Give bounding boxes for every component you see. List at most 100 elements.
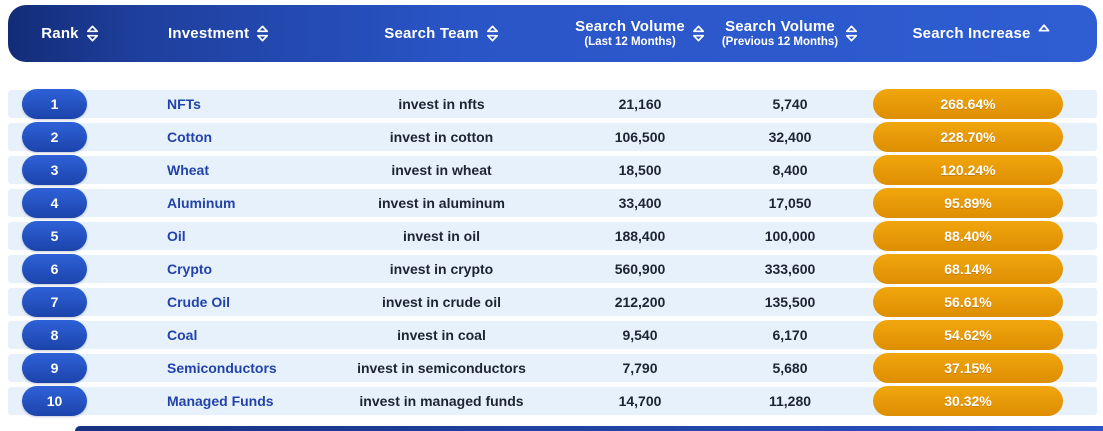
investment-name: Oil — [167, 228, 186, 244]
table-row: 9 Semiconductors invest in semiconductors 7… — [8, 353, 1097, 383]
column-label-search-team: Search Team — [384, 25, 479, 42]
investment-name: Semiconductors — [167, 360, 277, 376]
table-row: 1 NFTs invest in nfts 21,160 5,740 268.64% — [8, 89, 1097, 119]
search-volume-previous-12-months: 8,400 — [772, 162, 808, 178]
search-volume-last-12-months: 560,900 — [614, 261, 666, 277]
search-volume-previous-12-months: 5,680 — [772, 360, 808, 376]
increase-cell: 54.62% — [865, 320, 1097, 350]
investment-name: Cotton — [167, 129, 213, 145]
column-header-investment[interactable]: Investment — [118, 25, 318, 42]
rank-badge: 1 — [22, 89, 87, 119]
increase-badge: 68.14% — [873, 254, 1063, 284]
increase-cell: 88.40% — [865, 221, 1097, 251]
increase-badge: 95.89% — [873, 188, 1063, 218]
search-volume-last-12-months: 14,700 — [618, 393, 662, 409]
search-volume-last-12-months: 106,500 — [614, 129, 666, 145]
column-label-volume-last: Search Volume — [575, 18, 685, 36]
search-volume-previous-12-months: 32,400 — [768, 129, 812, 145]
investment-name: Crypto — [167, 261, 213, 277]
column-header-volume-previous-12-months[interactable]: Search Volume (Previous 12 Months) — [715, 18, 865, 48]
rank-badge: 10 — [22, 386, 87, 416]
search-volume-last-12-months: 7,790 — [622, 360, 658, 376]
table-body: 1 NFTs invest in nfts 21,160 5,740 268.64% 2 Co… — [8, 89, 1097, 416]
rank-cell: 1 — [8, 89, 118, 119]
column-label-volume-previous: Search Volume — [725, 18, 835, 36]
increase-cell: 30.32% — [865, 386, 1097, 416]
rank-cell: 4 — [8, 188, 118, 218]
table-row: 8 Coal invest in coal 9,540 6,170 54.62% — [8, 320, 1097, 350]
increase-cell: 56.61% — [865, 287, 1097, 317]
rank-badge: 5 — [22, 221, 87, 251]
column-header-search-increase[interactable]: Search Increase — [865, 23, 1097, 44]
search-volume-last-12-months: 188,400 — [614, 228, 666, 244]
increase-badge: 228.70% — [873, 122, 1063, 152]
rank-cell: 2 — [8, 122, 118, 152]
investment-name: NFTs — [167, 96, 201, 112]
rank-badge: 8 — [22, 320, 87, 350]
increase-badge: 88.40% — [873, 221, 1063, 251]
table-row: 7 Crude Oil invest in crude oil 212,200 135,… — [8, 287, 1097, 317]
table-row: 3 Wheat invest in wheat 18,500 8,400 120.24% — [8, 155, 1097, 185]
search-volume-previous-12-months: 17,050 — [768, 195, 812, 211]
search-volume-last-12-months: 9,540 — [622, 327, 658, 343]
column-header-rank[interactable]: Rank — [8, 25, 118, 42]
column-label-stack: Search Volume (Previous 12 Months) — [722, 18, 838, 48]
rank-cell: 7 — [8, 287, 118, 317]
rank-cell: 3 — [8, 155, 118, 185]
search-term: invest in nfts — [398, 96, 485, 112]
search-term: invest in managed funds — [359, 393, 524, 409]
sort-both-icon[interactable] — [256, 25, 269, 42]
search-volume-previous-12-months: 135,500 — [764, 294, 816, 310]
search-volume-last-12-months: 21,160 — [618, 96, 662, 112]
rank-badge: 3 — [22, 155, 87, 185]
column-sublabel-volume-previous: (Previous 12 Months) — [721, 35, 839, 48]
investment-name: Managed Funds — [167, 393, 274, 409]
column-sublabel-volume-last: (Last 12 Months) — [584, 35, 676, 48]
increase-cell: 37.15% — [865, 353, 1097, 383]
table-row: 4 Aluminum invest in aluminum 33,400 17,050 9… — [8, 188, 1097, 218]
column-label-investment: Investment — [168, 25, 250, 42]
search-term: invest in semiconductors — [357, 360, 526, 376]
sort-both-icon[interactable] — [845, 25, 858, 42]
rank-cell: 9 — [8, 353, 118, 383]
column-header-volume-last-12-months[interactable]: Search Volume (Last 12 Months) — [565, 18, 715, 48]
investment-name: Wheat — [167, 162, 209, 178]
increase-cell: 95.89% — [865, 188, 1097, 218]
rank-badge: 2 — [22, 122, 87, 152]
sort-ascending-icon[interactable] — [1038, 23, 1050, 32]
column-label-stack: Search Volume (Last 12 Months) — [575, 18, 685, 48]
column-label-search-increase: Search Increase — [912, 25, 1031, 42]
search-volume-last-12-months: 18,500 — [618, 162, 662, 178]
rank-badge: 4 — [22, 188, 87, 218]
search-volume-previous-12-months: 100,000 — [764, 228, 816, 244]
increase-cell: 228.70% — [865, 122, 1097, 152]
rank-badge: 6 — [22, 254, 87, 284]
search-term: invest in crude oil — [381, 294, 502, 310]
increase-badge: 268.64% — [873, 89, 1063, 119]
column-label-rank: Rank — [41, 25, 79, 42]
increase-cell: 268.64% — [865, 89, 1097, 119]
search-term: invest in coal — [397, 327, 486, 343]
rank-cell: 6 — [8, 254, 118, 284]
column-header-search-team[interactable]: Search Team — [318, 25, 565, 42]
next-section-header-strip — [75, 426, 1103, 431]
table-row: 2 Cotton invest in cotton 106,500 32,400 228.… — [8, 122, 1097, 152]
search-term: invest in cotton — [389, 129, 494, 145]
search-term: invest in aluminum — [378, 195, 505, 211]
sort-both-icon[interactable] — [86, 25, 99, 42]
search-volume-last-12-months: 33,400 — [618, 195, 662, 211]
table-row: 10 Managed Funds invest in managed funds 14… — [8, 386, 1097, 416]
increase-badge: 56.61% — [873, 287, 1063, 317]
increase-badge: 37.15% — [873, 353, 1063, 383]
search-term: invest in crypto — [389, 261, 494, 277]
table-row: 5 Oil invest in oil 188,400 100,000 88.40% — [8, 221, 1097, 251]
search-volume-previous-12-months: 5,740 — [772, 96, 808, 112]
investment-name: Crude Oil — [167, 294, 231, 310]
increase-cell: 68.14% — [865, 254, 1097, 284]
search-volume-last-12-months: 212,200 — [614, 294, 666, 310]
search-term: invest in oil — [402, 228, 480, 244]
sort-both-icon[interactable] — [692, 25, 705, 42]
increase-badge: 30.32% — [873, 386, 1063, 416]
sort-both-icon[interactable] — [486, 25, 499, 42]
